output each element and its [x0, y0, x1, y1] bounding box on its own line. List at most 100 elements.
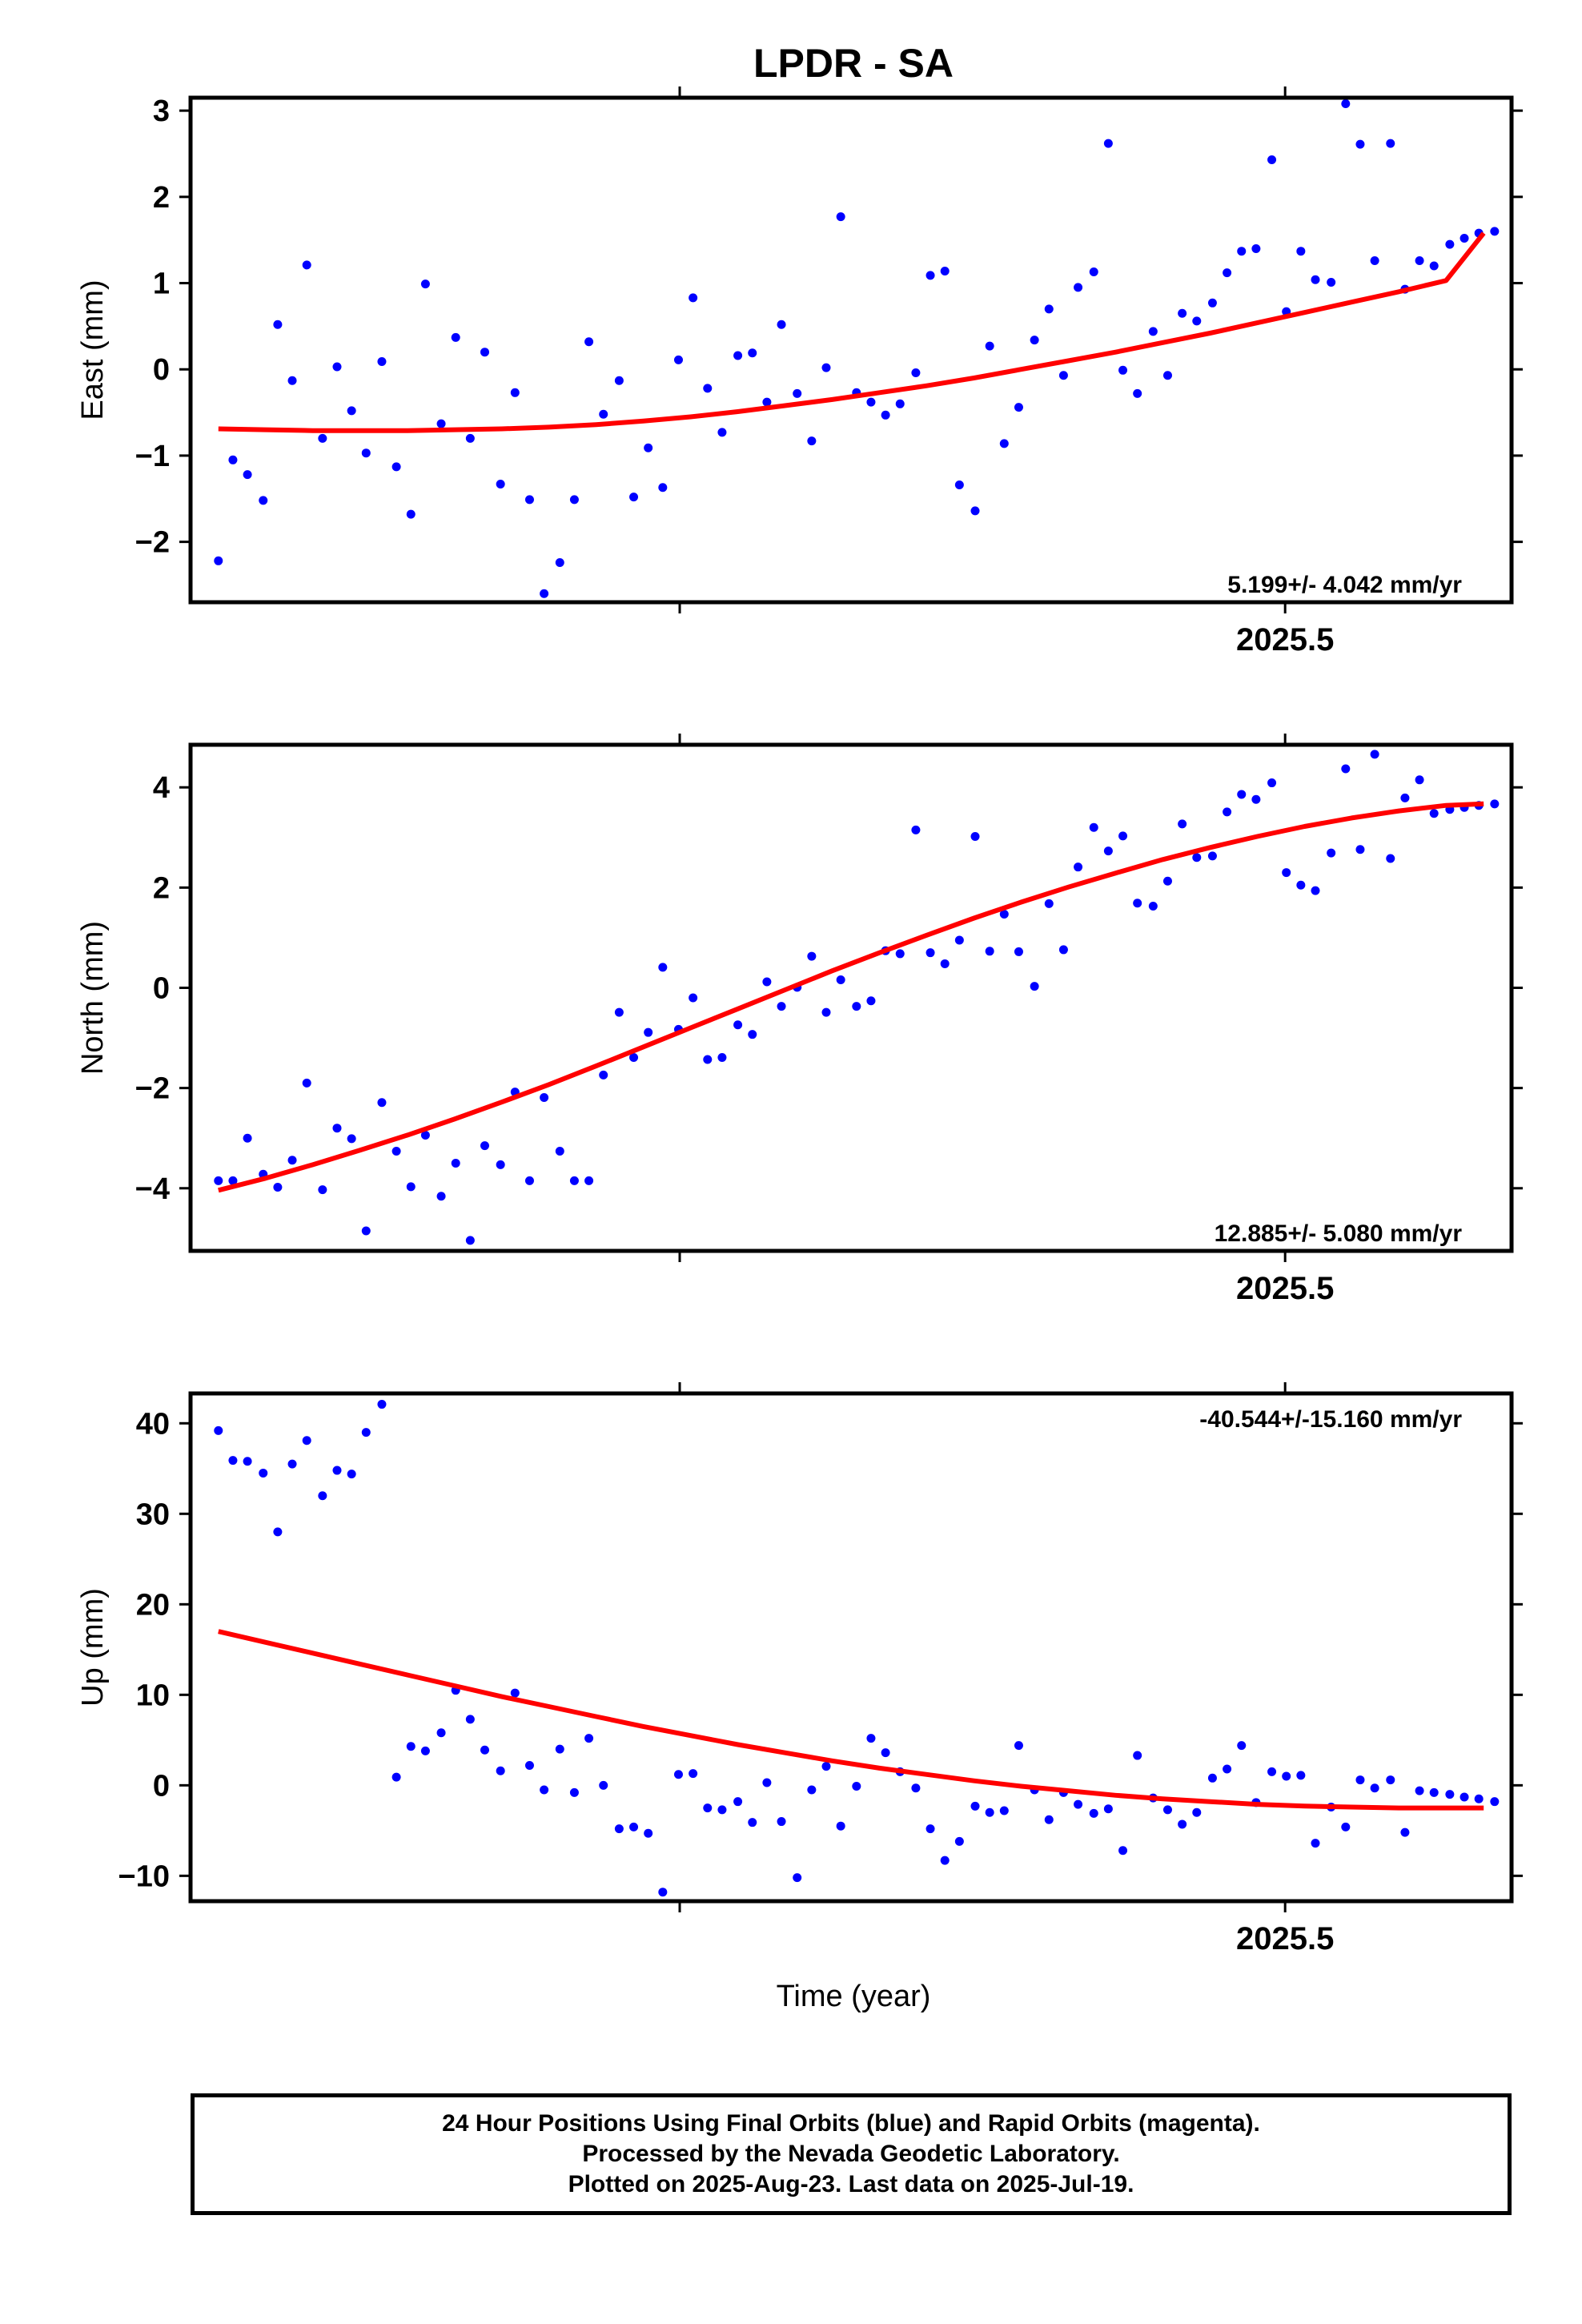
data-point	[911, 825, 921, 834]
data-point	[970, 832, 980, 842]
data-point	[703, 1055, 713, 1064]
data-point	[926, 948, 935, 958]
data-point	[985, 947, 994, 956]
data-point	[1386, 854, 1395, 863]
data-point	[1429, 261, 1439, 271]
data-point	[1133, 388, 1142, 398]
data-point	[821, 363, 831, 372]
data-point	[555, 557, 564, 567]
data-point	[243, 470, 252, 480]
data-point	[940, 1856, 950, 1865]
data-point	[377, 357, 387, 367]
data-point	[451, 1158, 460, 1168]
data-point	[733, 351, 743, 360]
data-point	[970, 506, 980, 516]
data-point	[569, 1176, 579, 1185]
data-point	[480, 1745, 490, 1755]
x-axis-label: Time (year)	[777, 1980, 931, 2013]
data-point	[926, 1824, 935, 1834]
data-point	[807, 951, 817, 961]
data-point	[347, 406, 356, 416]
data-point	[599, 1780, 608, 1790]
data-point	[703, 1803, 713, 1813]
y-tick-label: 4	[153, 771, 170, 805]
data-point	[214, 556, 223, 565]
data-point	[1386, 1775, 1395, 1785]
y-tick-label: −2	[135, 1072, 170, 1106]
y-tick-label: 0	[153, 353, 170, 387]
data-point	[228, 1176, 238, 1185]
data-point	[1355, 139, 1365, 149]
data-point	[1370, 256, 1379, 266]
data-point	[658, 1888, 668, 1897]
data-point	[1370, 1783, 1379, 1793]
data-point	[555, 1744, 564, 1754]
data-point	[480, 348, 490, 357]
data-point	[1386, 139, 1395, 148]
data-point	[1237, 790, 1247, 799]
data-point	[496, 479, 505, 489]
data-point	[569, 495, 579, 505]
data-point	[1118, 365, 1128, 375]
data-point	[777, 1817, 786, 1827]
data-point	[866, 996, 876, 1006]
data-point	[836, 1821, 845, 1831]
data-point	[1207, 1773, 1217, 1783]
data-point	[911, 368, 921, 378]
data-point	[451, 332, 460, 342]
x-tick-label: 2025.5	[1236, 622, 1334, 657]
data-point	[1103, 1804, 1113, 1814]
data-point	[1074, 283, 1083, 292]
data-point	[1223, 268, 1232, 278]
data-point	[866, 1734, 876, 1743]
rate-annotation: -40.544+/-15.160 mm/yr	[1199, 1406, 1462, 1433]
fit-line	[218, 1629, 1484, 1811]
data-point	[318, 1491, 327, 1501]
data-point	[584, 1176, 594, 1185]
data-point	[1162, 1805, 1172, 1815]
data-point	[1267, 155, 1277, 165]
data-point	[1178, 1819, 1187, 1829]
data-point	[420, 1746, 430, 1755]
data-point	[1490, 227, 1500, 236]
data-point	[273, 320, 283, 329]
data-point	[1490, 1797, 1500, 1807]
data-point	[689, 993, 698, 1003]
data-point	[836, 975, 845, 984]
data-point	[1133, 899, 1142, 908]
data-point	[1148, 901, 1158, 911]
data-point	[1400, 1827, 1410, 1837]
data-point	[1429, 1787, 1439, 1797]
data-point	[465, 1715, 475, 1724]
data-point	[1267, 778, 1277, 788]
data-point	[391, 462, 401, 472]
data-point	[985, 1807, 994, 1817]
data-point	[273, 1183, 283, 1192]
data-point	[1044, 304, 1054, 314]
data-point	[821, 1007, 831, 1017]
data-point	[1192, 1807, 1202, 1817]
data-point	[629, 493, 639, 502]
data-point	[1192, 853, 1202, 862]
footer-line-3: Plotted on 2025-Aug-23. Last data on 202…	[568, 2171, 1134, 2197]
data-point	[1162, 371, 1172, 380]
data-point	[436, 1192, 446, 1201]
data-point	[318, 433, 327, 443]
data-point	[1089, 1808, 1098, 1818]
y-tick-label: 40	[136, 1407, 170, 1441]
chart-title: LPDR - SA	[753, 41, 954, 86]
data-point	[644, 1027, 653, 1037]
data-point	[361, 1428, 371, 1437]
data-point	[510, 1688, 520, 1698]
data-point	[1014, 1741, 1023, 1751]
data-point	[287, 1459, 297, 1469]
data-point	[524, 1176, 534, 1185]
data-point	[436, 1728, 446, 1738]
data-point	[1089, 822, 1098, 832]
x-tick-label: 2025.5	[1236, 1271, 1334, 1306]
data-point	[584, 337, 594, 347]
data-point	[1058, 371, 1068, 380]
data-point	[614, 1824, 624, 1834]
data-point	[1341, 1822, 1351, 1831]
data-point	[954, 935, 964, 945]
